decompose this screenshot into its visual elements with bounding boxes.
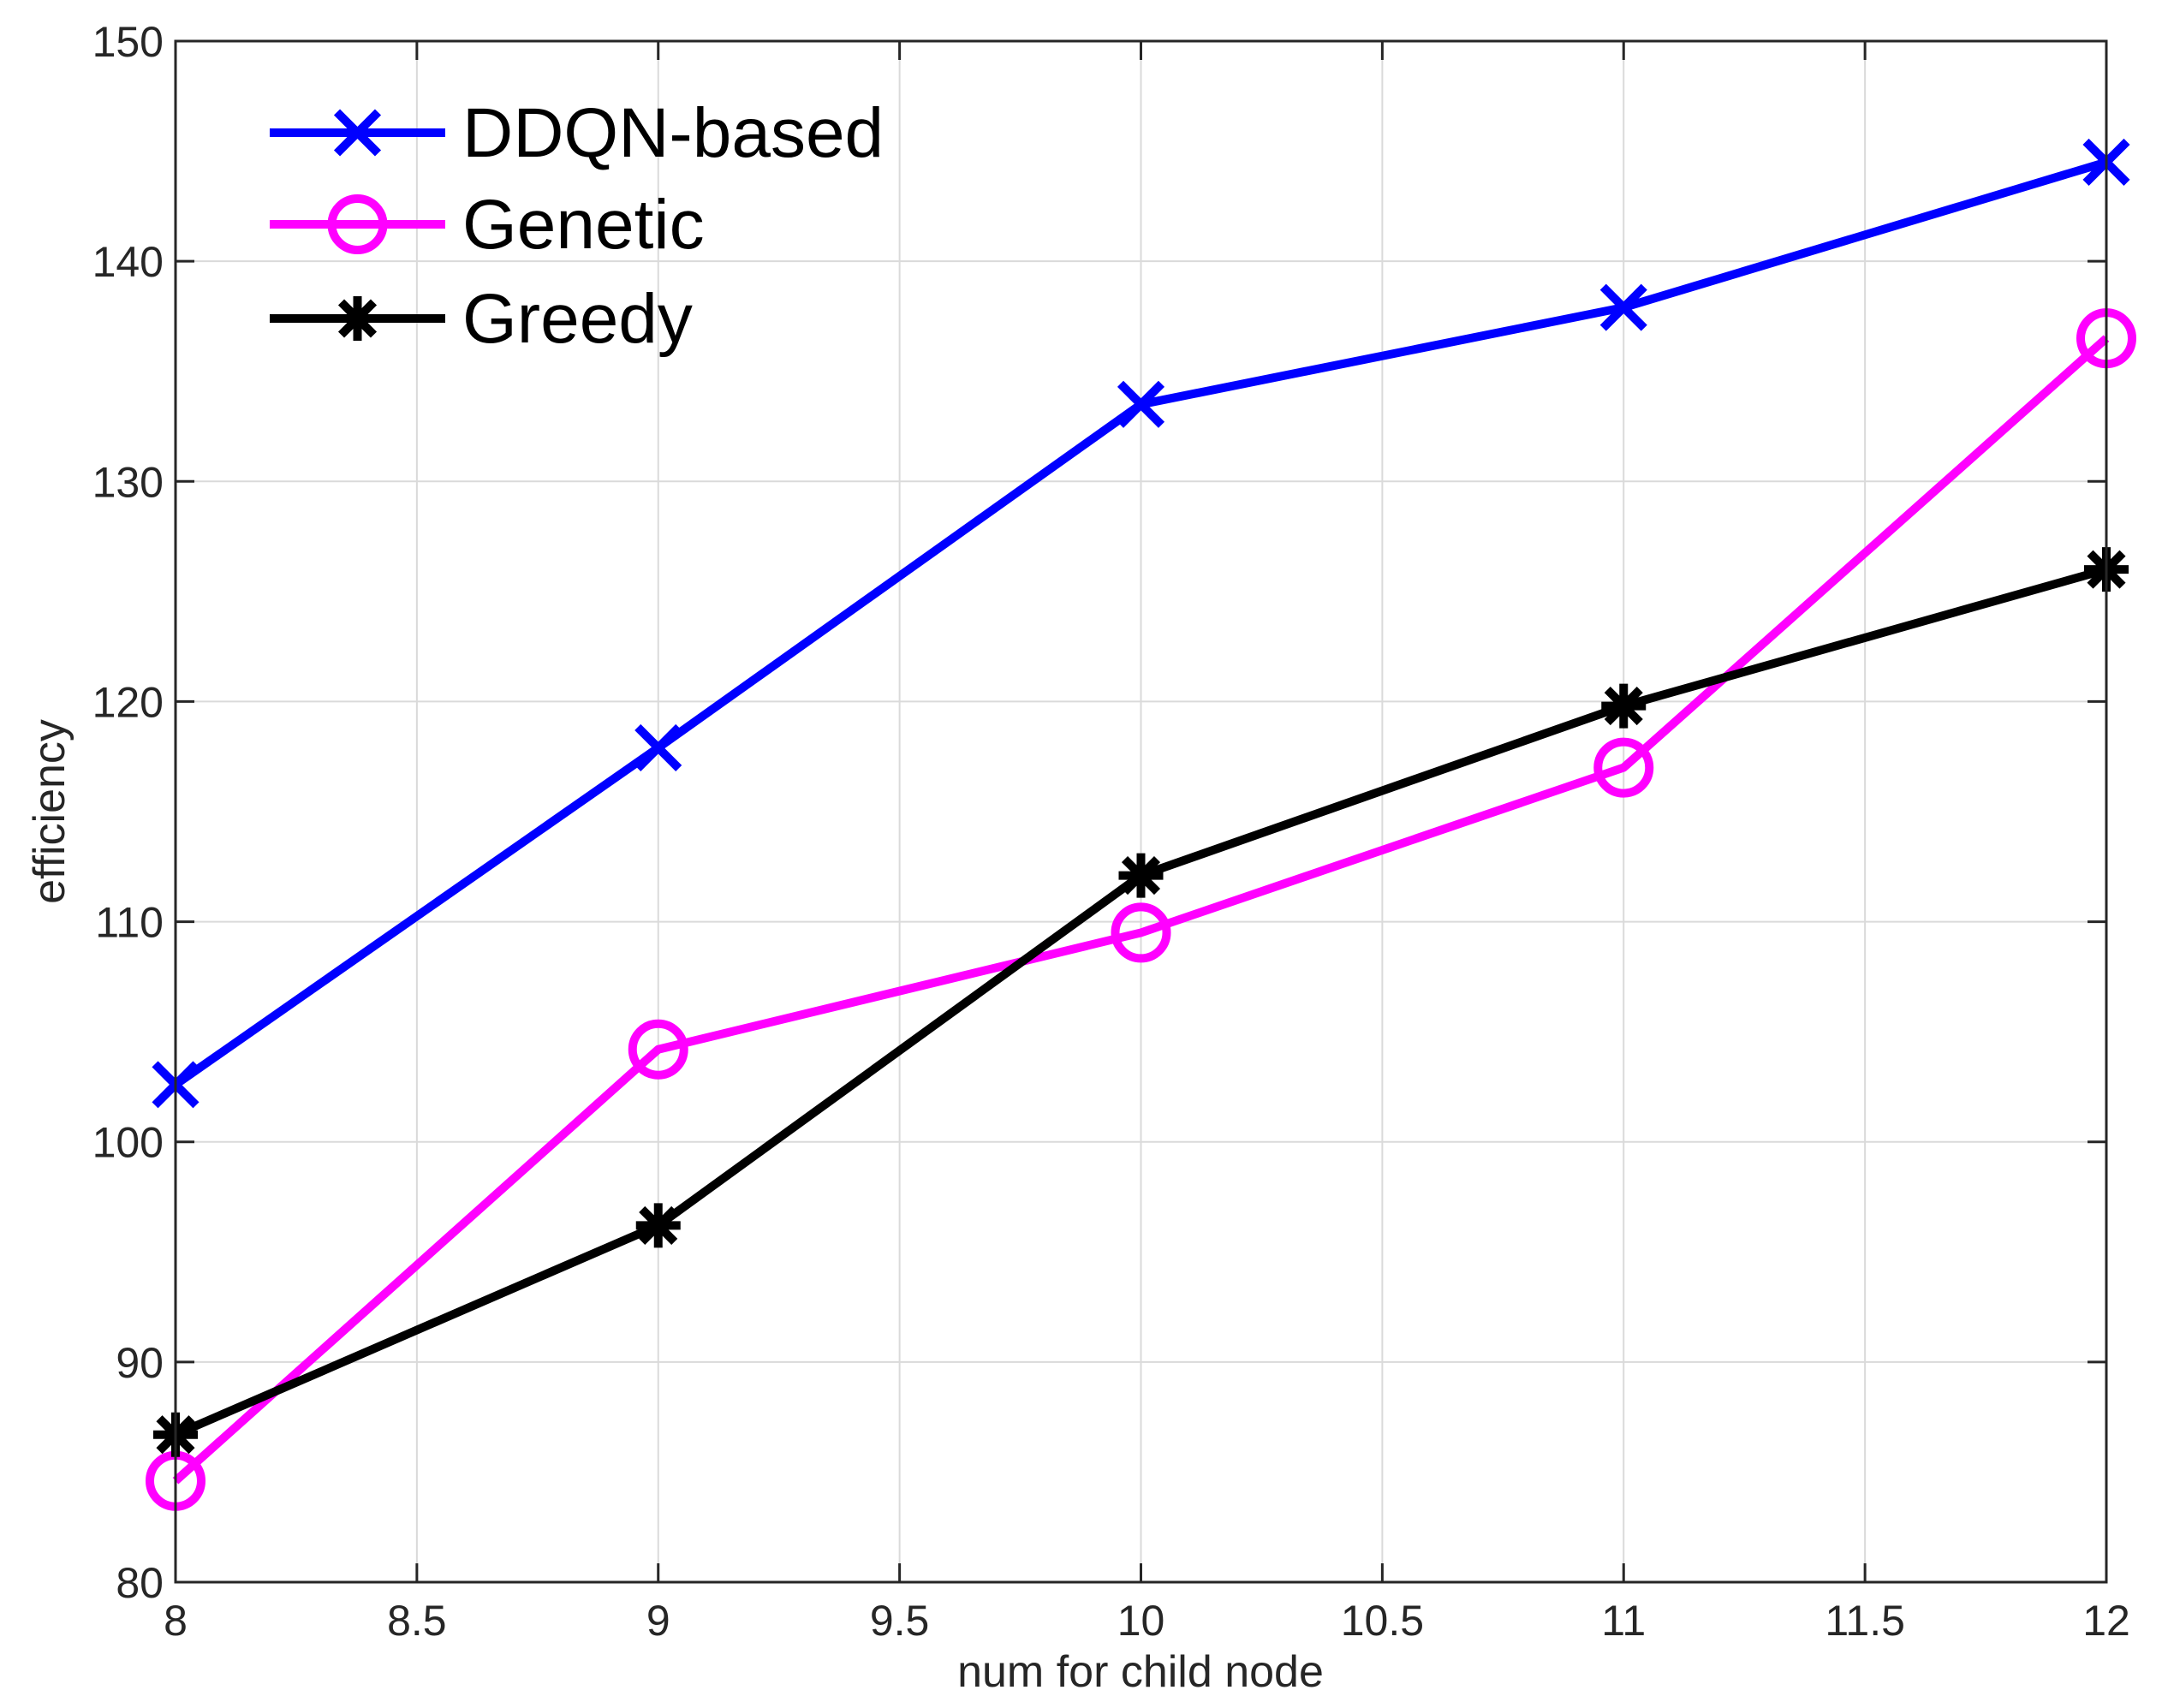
x-tick-label: 11.5	[1825, 1597, 1905, 1645]
y-tick-label: 130	[92, 458, 164, 506]
y-tick-label: 90	[116, 1339, 164, 1387]
legend-label-greedy: Greedy	[462, 280, 693, 358]
legend-marker-ddqn-based	[333, 109, 382, 157]
y-axis-label: efficiency	[25, 719, 74, 904]
axis-ticks: 8 8.5 9 9.5 10 10.5 11 11.5 12 80 90 100 110 120 130 14…	[92, 18, 2130, 1645]
x-tick-label: 9	[646, 1597, 670, 1645]
legend-label-ddqn-based: DDQN-based	[462, 94, 884, 172]
x-tick-label: 8.5	[387, 1597, 447, 1645]
x-tick-label: 10.5	[1341, 1597, 1424, 1645]
x-tick-label: 9.5	[870, 1597, 930, 1645]
y-tick-label: 120	[92, 678, 164, 726]
data-point-genetic	[628, 1019, 688, 1080]
y-tick-label: 110	[95, 899, 164, 947]
y-tick-label: 80	[116, 1559, 164, 1607]
series-line-genetic	[172, 335, 2110, 1485]
legend-marker-greedy	[335, 296, 380, 341]
x-tick-label: 8	[164, 1597, 188, 1645]
data-point-ddqn-based	[1117, 380, 1165, 428]
data-point-genetic	[1111, 902, 1171, 963]
legend: DDQN-based Genetic Greedy	[270, 94, 884, 358]
data-point-greedy	[635, 1203, 681, 1248]
data-point-genetic	[1593, 737, 1654, 798]
data-point-greedy	[1601, 683, 1647, 729]
x-tick-label: 10	[1117, 1597, 1165, 1645]
y-tick-label: 150	[92, 18, 164, 66]
x-tick-label: 11	[1601, 1597, 1646, 1645]
y-tick-label: 140	[92, 238, 164, 286]
data-point-greedy	[1118, 853, 1164, 898]
y-tick-label: 100	[92, 1119, 164, 1167]
data-point-ddqn-based	[634, 723, 682, 771]
x-tick-label: 12	[2082, 1597, 2130, 1645]
grid-lines	[176, 41, 2106, 1582]
legend-marker-genetic	[327, 194, 388, 254]
legend-label-genetic: Genetic	[462, 186, 705, 264]
x-axis-label: num for child node	[957, 1647, 1324, 1697]
data-point-ddqn-based	[1599, 283, 1647, 331]
